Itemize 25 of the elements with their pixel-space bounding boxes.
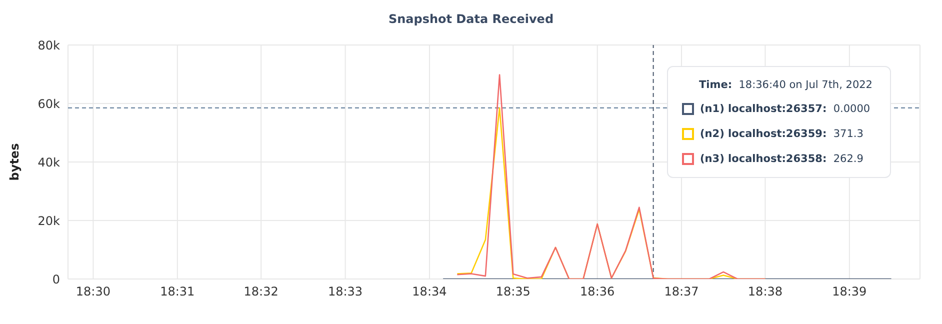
x-tick-label: 18:35: [496, 284, 530, 299]
legend-label: (n1) localhost:26357:: [700, 103, 827, 115]
x-tick-label: 18:33: [328, 284, 363, 299]
x-tick-label: 18:30: [76, 284, 111, 299]
annotation: 18:36:40 on Jul 7th, 2022: [738, 79, 872, 91]
y-tick-label: 40k: [38, 155, 60, 170]
y-tick-label: 60k: [38, 96, 60, 111]
x-tick-label: 18:34: [412, 284, 447, 299]
legend-label: (n2) localhost:26359:: [700, 128, 827, 140]
y-tick-label: 20k: [38, 214, 60, 228]
y-axis-title: bytes: [7, 143, 22, 181]
x-tick-label: 18:39: [832, 284, 867, 299]
annotation: 262.9: [833, 153, 864, 165]
y-tick-label: 0: [52, 272, 60, 286]
x-tick-label: 18:31: [160, 284, 195, 299]
x-tick-label: 18:32: [244, 284, 278, 299]
x-tick-label: 18:36: [580, 284, 615, 299]
legend-label: (n3) localhost:26358:: [700, 153, 827, 165]
y-tick-label: 80k: [38, 38, 60, 52]
x-tick-label: 18:37: [664, 284, 699, 299]
chart-title: Snapshot Data Received: [387, 12, 555, 26]
annotation: 0.0000: [833, 103, 870, 115]
annotation: 371.3: [833, 128, 864, 140]
annotation: Time:: [699, 79, 732, 91]
x-tick-label: 18:38: [748, 284, 783, 299]
